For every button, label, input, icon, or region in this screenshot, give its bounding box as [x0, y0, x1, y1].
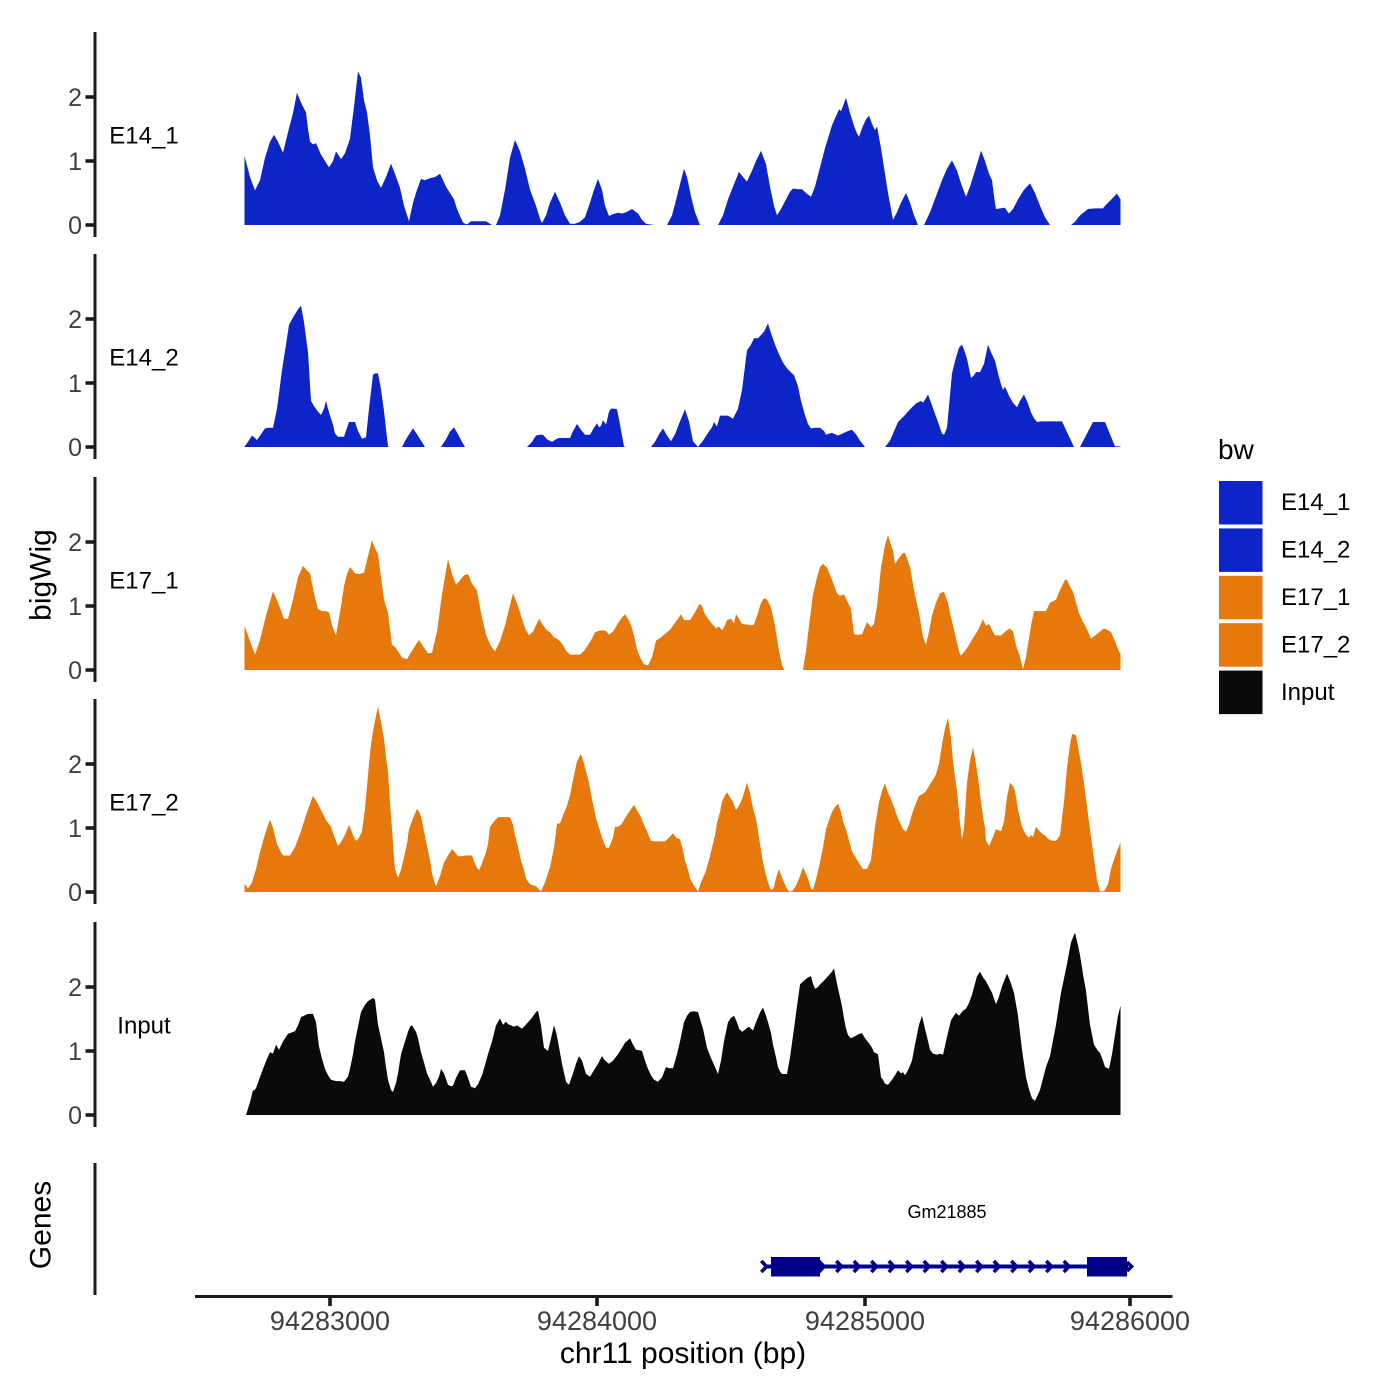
- svg-text:E14_2: E14_2: [109, 345, 178, 372]
- svg-text:Input: Input: [117, 1013, 171, 1040]
- svg-text:0: 0: [68, 212, 82, 240]
- svg-text:94284000: 94284000: [537, 1306, 657, 1336]
- svg-text:2: 2: [68, 84, 82, 112]
- svg-text:Genes: Genes: [25, 1181, 58, 1269]
- svg-text:0: 0: [68, 657, 82, 685]
- svg-text:bw: bw: [1218, 434, 1255, 465]
- svg-text:0: 0: [68, 879, 82, 907]
- svg-text:E14_1: E14_1: [109, 123, 178, 150]
- svg-text:chr11 position (bp): chr11 position (bp): [560, 1337, 806, 1370]
- svg-text:2: 2: [68, 529, 82, 557]
- svg-text:2: 2: [68, 751, 82, 779]
- svg-text:2: 2: [68, 974, 82, 1002]
- svg-text:E17_2: E17_2: [1281, 631, 1350, 658]
- svg-text:94283000: 94283000: [270, 1306, 390, 1336]
- svg-text:1: 1: [68, 815, 82, 843]
- svg-text:Gm21885: Gm21885: [907, 1202, 986, 1222]
- svg-text:1: 1: [68, 1038, 82, 1066]
- svg-text:1: 1: [68, 370, 82, 398]
- svg-text:E14_2: E14_2: [1281, 537, 1350, 564]
- svg-text:bigWig: bigWig: [25, 529, 58, 621]
- svg-text:94285000: 94285000: [805, 1306, 925, 1336]
- svg-text:Input: Input: [1281, 679, 1335, 706]
- svg-text:1: 1: [68, 593, 82, 621]
- svg-text:E14_1: E14_1: [1281, 489, 1350, 516]
- svg-text:1: 1: [68, 148, 82, 176]
- svg-text:E17_2: E17_2: [109, 790, 178, 817]
- svg-text:94286000: 94286000: [1070, 1306, 1190, 1336]
- svg-text:2: 2: [68, 306, 82, 334]
- svg-text:E17_1: E17_1: [109, 568, 178, 595]
- svg-text:0: 0: [68, 434, 82, 462]
- svg-text:0: 0: [68, 1102, 82, 1130]
- svg-text:E17_1: E17_1: [1281, 584, 1350, 611]
